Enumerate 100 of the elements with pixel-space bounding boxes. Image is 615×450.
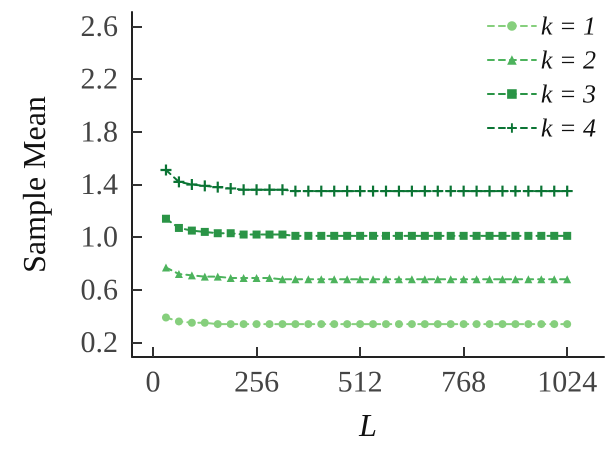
point	[317, 320, 326, 328]
point	[304, 320, 312, 328]
point	[173, 176, 184, 188]
point	[252, 230, 261, 239]
point	[524, 232, 532, 240]
y-axis-title: Sample Mean	[16, 96, 52, 273]
point	[304, 275, 312, 284]
point	[420, 320, 429, 328]
point	[200, 272, 209, 281]
point	[174, 270, 183, 278]
point	[226, 274, 235, 282]
point	[302, 186, 314, 197]
point	[562, 186, 573, 197]
point	[200, 228, 209, 236]
point	[160, 164, 172, 176]
point	[212, 182, 224, 193]
point	[186, 179, 198, 190]
point	[434, 275, 442, 284]
point	[445, 186, 456, 197]
point	[317, 275, 326, 284]
legend-label: k = 3	[540, 80, 596, 108]
point	[408, 275, 416, 284]
y-tick-label: 0.2	[80, 326, 118, 360]
point	[408, 320, 416, 328]
point	[291, 232, 300, 240]
point	[252, 320, 261, 328]
point	[550, 275, 558, 284]
point	[460, 232, 468, 240]
point	[214, 320, 222, 328]
point	[369, 320, 378, 328]
point	[510, 186, 521, 197]
y-tick-label: 0.6	[80, 273, 118, 306]
point	[330, 275, 338, 284]
point	[200, 318, 209, 327]
point	[356, 232, 364, 240]
point	[188, 318, 196, 327]
point	[419, 186, 430, 197]
point	[214, 272, 222, 281]
point	[278, 320, 286, 328]
point	[472, 320, 481, 328]
point	[174, 224, 183, 232]
point	[225, 182, 236, 194]
point	[471, 186, 482, 197]
point	[420, 232, 429, 240]
point	[343, 232, 352, 240]
point	[536, 186, 547, 197]
point	[446, 275, 455, 284]
point	[434, 320, 442, 328]
point	[498, 320, 506, 328]
point	[446, 320, 455, 328]
point	[251, 184, 262, 196]
point	[369, 232, 378, 240]
point	[343, 320, 352, 328]
point	[354, 186, 366, 197]
point	[240, 274, 248, 282]
point	[486, 275, 494, 284]
x-tick-label: 768	[441, 366, 486, 398]
point	[238, 184, 250, 196]
x-axis-title: L	[358, 407, 377, 443]
y-tick-label: 1.8	[80, 115, 118, 148]
point	[264, 184, 276, 196]
point	[278, 230, 286, 239]
legend-label: k = 1	[540, 12, 596, 40]
point	[511, 232, 520, 240]
point	[226, 229, 235, 238]
point	[291, 320, 300, 328]
point	[356, 320, 364, 328]
point	[382, 275, 390, 284]
point	[266, 230, 274, 239]
point	[380, 186, 392, 197]
point	[486, 320, 494, 328]
point	[188, 226, 196, 235]
point	[486, 232, 494, 240]
point	[550, 232, 558, 240]
point	[162, 314, 170, 322]
point	[276, 184, 288, 196]
point	[393, 186, 404, 197]
point	[382, 320, 390, 328]
y-tick-label: 2.2	[80, 62, 118, 96]
x-tick-label: 512	[338, 366, 383, 398]
point	[537, 320, 546, 328]
point	[328, 186, 340, 197]
point	[199, 180, 210, 192]
point	[290, 186, 301, 197]
point	[498, 275, 506, 284]
point	[226, 320, 235, 328]
point	[291, 275, 300, 284]
point	[162, 263, 170, 272]
point	[382, 232, 390, 240]
point	[214, 229, 222, 238]
x-tick-label: 256	[234, 366, 280, 398]
point	[458, 186, 470, 197]
point	[394, 275, 403, 284]
point	[316, 186, 327, 197]
point	[188, 271, 196, 280]
x-tick-label: 0	[146, 366, 161, 398]
point	[563, 275, 572, 284]
point	[563, 320, 572, 328]
point	[278, 275, 286, 284]
point	[420, 275, 429, 284]
